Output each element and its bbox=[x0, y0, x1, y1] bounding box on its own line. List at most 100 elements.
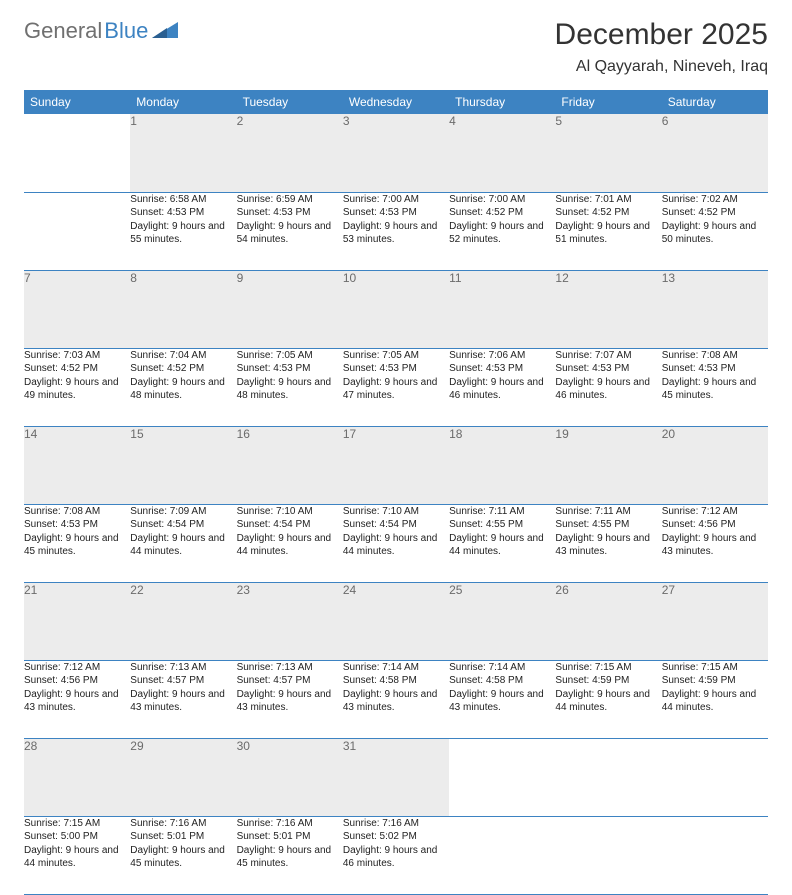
sunset-line: Sunset: 4:52 PM bbox=[130, 362, 236, 376]
daylight-line: Daylight: 9 hours and 43 minutes. bbox=[449, 688, 555, 715]
daylight-line: Daylight: 9 hours and 45 minutes. bbox=[24, 532, 130, 559]
day-detail-cell: Sunrise: 7:05 AMSunset: 4:53 PMDaylight:… bbox=[237, 348, 343, 426]
sunset-line: Sunset: 4:53 PM bbox=[555, 362, 661, 376]
day-detail-cell: Sunrise: 7:11 AMSunset: 4:55 PMDaylight:… bbox=[555, 504, 661, 582]
day-detail-cell: Sunrise: 7:16 AMSunset: 5:01 PMDaylight:… bbox=[130, 816, 236, 894]
day-detail-row: Sunrise: 7:12 AMSunset: 4:56 PM Daylight:… bbox=[24, 660, 768, 738]
sunset-line: Sunset: 4:53 PM bbox=[449, 362, 555, 376]
day-number-cell: 24 bbox=[343, 582, 449, 660]
day-number-cell: 31 bbox=[343, 738, 449, 816]
day-number-cell: 14 bbox=[24, 426, 130, 504]
sunrise-line: Sunrise: 7:09 AM bbox=[130, 505, 236, 519]
daylight-line: Daylight: 9 hours and 44 minutes. bbox=[24, 844, 130, 871]
sunset-line: Sunset: 5:00 PM bbox=[24, 830, 130, 844]
sunrise-line: Sunrise: 7:08 AM bbox=[662, 349, 768, 363]
sunset-line: Sunset: 5:02 PM bbox=[343, 830, 449, 844]
day-detail-cell: Sunrise: 7:05 AMSunset: 4:53 PMDaylight:… bbox=[343, 348, 449, 426]
sunrise-line: Sunrise: 7:12 AM bbox=[24, 661, 130, 675]
day-detail-cell: Sunrise: 7:15 AMSunset: 5:00 PMDaylight:… bbox=[24, 816, 130, 894]
sunrise-line: Sunrise: 7:03 AM bbox=[24, 349, 130, 363]
day-number-cell: 20 bbox=[662, 426, 768, 504]
sunset-line: Sunset: 4:59 PM bbox=[555, 674, 661, 688]
sunrise-line: Sunrise: 7:00 AM bbox=[449, 193, 555, 207]
sunset-line: Sunset: 5:01 PM bbox=[130, 830, 236, 844]
day-detail-row: Sunrise: 7:08 AMSunset: 4:53 PMDaylight:… bbox=[24, 504, 768, 582]
sunset-line: Sunset: 4:53 PM bbox=[343, 362, 449, 376]
sunrise-line: Sunrise: 7:13 AM bbox=[237, 661, 343, 675]
sunset-line: Sunset: 4:53 PM bbox=[662, 362, 768, 376]
sunrise-line: Sunrise: 7:02 AM bbox=[662, 193, 768, 207]
daylight-line: Daylight: 9 hours and 44 minutes. bbox=[130, 532, 236, 559]
day-detail-cell bbox=[24, 192, 130, 270]
day-number-cell: 29 bbox=[130, 738, 236, 816]
day-detail-cell: Sunrise: 7:15 AMSunset: 4:59 PMDaylight:… bbox=[555, 660, 661, 738]
day-number-cell bbox=[662, 738, 768, 816]
title-block: December 2025 Al Qayyarah, Nineveh, Iraq bbox=[555, 18, 768, 76]
daylight-line: Daylight: 9 hours and 44 minutes. bbox=[237, 532, 343, 559]
day-detail-cell bbox=[555, 816, 661, 894]
daylight-line: Daylight: 9 hours and 44 minutes. bbox=[555, 688, 661, 715]
sunset-line: Sunset: 4:52 PM bbox=[24, 362, 130, 376]
day-detail-row: Sunrise: 6:58 AMSunset: 4:53 PMDaylight:… bbox=[24, 192, 768, 270]
day-number-cell: 8 bbox=[130, 270, 236, 348]
daylight-line: Daylight: 9 hours and 45 minutes. bbox=[662, 376, 768, 403]
daylight-line: Daylight: 9 hours and 45 minutes. bbox=[130, 844, 236, 871]
daylight-line: Daylight: 9 hours and 50 minutes. bbox=[662, 220, 768, 247]
sunrise-line: Sunrise: 7:10 AM bbox=[343, 505, 449, 519]
daylight-line: Daylight: 9 hours and 47 minutes. bbox=[343, 376, 449, 403]
daylight-line: Daylight: 9 hours and 45 minutes. bbox=[237, 844, 343, 871]
day-number-cell bbox=[449, 738, 555, 816]
sunrise-line: Sunrise: 7:05 AM bbox=[237, 349, 343, 363]
sunrise-line: Sunrise: 7:08 AM bbox=[24, 505, 130, 519]
sunset-line: Sunset: 4:52 PM bbox=[662, 206, 768, 220]
daylight-line: Daylight: 9 hours and 54 minutes. bbox=[237, 220, 343, 247]
sunset-line: Sunset: 4:54 PM bbox=[130, 518, 236, 532]
weekday-header-row: Sunday Monday Tuesday Wednesday Thursday… bbox=[24, 90, 768, 114]
day-number-cell: 22 bbox=[130, 582, 236, 660]
day-detail-cell: Sunrise: 7:02 AMSunset: 4:52 PMDaylight:… bbox=[662, 192, 768, 270]
sunset-line: Sunset: 4:53 PM bbox=[343, 206, 449, 220]
daylight-line: Daylight: 9 hours and 44 minutes. bbox=[662, 688, 768, 715]
day-number-cell: 30 bbox=[237, 738, 343, 816]
daylight-line: Daylight: 9 hours and 49 minutes. bbox=[24, 376, 130, 403]
sunrise-line: Sunrise: 7:16 AM bbox=[237, 817, 343, 831]
day-number-cell bbox=[24, 114, 130, 192]
calendar-table: Sunday Monday Tuesday Wednesday Thursday… bbox=[24, 90, 768, 895]
daylight-line: Daylight: 9 hours and 43 minutes. bbox=[343, 688, 449, 715]
day-number-row: 21222324252627 bbox=[24, 582, 768, 660]
sunset-line: Sunset: 4:59 PM bbox=[662, 674, 768, 688]
day-detail-cell: Sunrise: 7:00 AMSunset: 4:53 PMDaylight:… bbox=[343, 192, 449, 270]
day-number-cell: 17 bbox=[343, 426, 449, 504]
day-number-row: 78910111213 bbox=[24, 270, 768, 348]
sunrise-line: Sunrise: 7:15 AM bbox=[555, 661, 661, 675]
day-number-cell: 27 bbox=[662, 582, 768, 660]
day-number-cell: 7 bbox=[24, 270, 130, 348]
brand-logo: GeneralBlue bbox=[24, 18, 178, 44]
sunset-line: Sunset: 4:56 PM bbox=[24, 674, 130, 688]
daylight-line: Daylight: 9 hours and 48 minutes. bbox=[237, 376, 343, 403]
daylight-line: Daylight: 9 hours and 44 minutes. bbox=[343, 532, 449, 559]
day-number-cell: 13 bbox=[662, 270, 768, 348]
day-number-cell: 23 bbox=[237, 582, 343, 660]
sunrise-line: Sunrise: 7:10 AM bbox=[237, 505, 343, 519]
month-title: December 2025 bbox=[555, 18, 768, 52]
day-number-cell: 28 bbox=[24, 738, 130, 816]
sunrise-line: Sunrise: 7:15 AM bbox=[24, 817, 130, 831]
sunrise-line: Sunrise: 7:11 AM bbox=[449, 505, 555, 519]
day-number-cell: 2 bbox=[237, 114, 343, 192]
sunset-line: Sunset: 4:53 PM bbox=[24, 518, 130, 532]
day-number-cell: 19 bbox=[555, 426, 661, 504]
sunrise-line: Sunrise: 7:12 AM bbox=[662, 505, 768, 519]
daylight-line: Daylight: 9 hours and 46 minutes. bbox=[343, 844, 449, 871]
sunrise-line: Sunrise: 7:07 AM bbox=[555, 349, 661, 363]
brand-triangle-icon bbox=[152, 18, 178, 44]
sunset-line: Sunset: 5:01 PM bbox=[237, 830, 343, 844]
day-number-cell: 25 bbox=[449, 582, 555, 660]
day-detail-cell: Sunrise: 7:10 AMSunset: 4:54 PMDaylight:… bbox=[343, 504, 449, 582]
day-detail-cell bbox=[449, 816, 555, 894]
sunset-line: Sunset: 4:52 PM bbox=[449, 206, 555, 220]
daylight-line: Daylight: 9 hours and 48 minutes. bbox=[130, 376, 236, 403]
sunset-line: Sunset: 4:57 PM bbox=[237, 674, 343, 688]
day-detail-row: Sunrise: 7:15 AMSunset: 5:00 PMDaylight:… bbox=[24, 816, 768, 894]
day-number-cell: 12 bbox=[555, 270, 661, 348]
